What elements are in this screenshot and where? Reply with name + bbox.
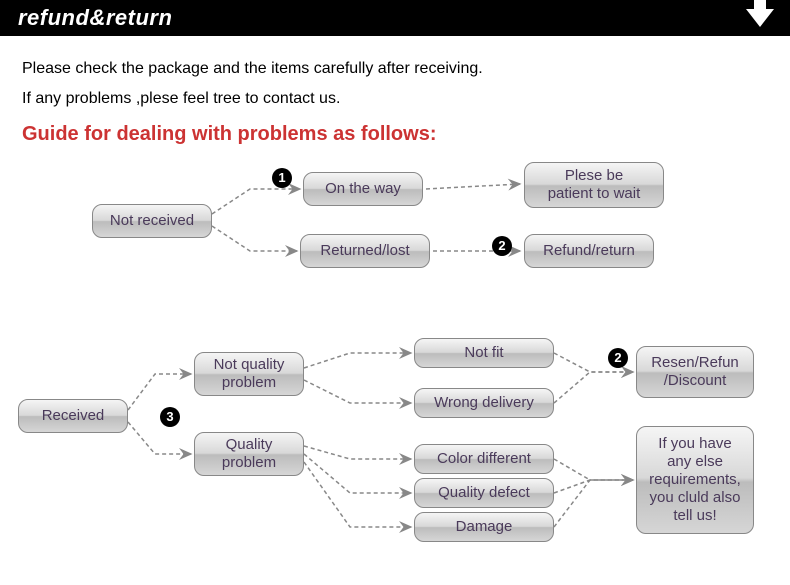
connector xyxy=(128,374,191,410)
connector xyxy=(554,459,633,480)
node-q_problem: Quality problem xyxy=(194,432,304,476)
node-received: Received xyxy=(18,399,128,433)
node-color_diff: Color different xyxy=(414,444,554,474)
connector xyxy=(304,454,411,493)
badge-3: 3 xyxy=(160,407,180,427)
connector xyxy=(212,189,300,214)
connector xyxy=(554,372,633,403)
connector xyxy=(304,353,411,368)
connector xyxy=(304,446,411,459)
node-not_q_problem: Not quality problem xyxy=(194,352,304,396)
node-resend_refund: Resen/Refun /Discount xyxy=(636,346,754,398)
node-returned_lost: Returned/lost xyxy=(300,234,430,268)
node-please_wait: Plese be patient to wait xyxy=(524,162,664,208)
connector xyxy=(554,480,633,493)
intro-line-2: If any problems ,plese feel tree to cont… xyxy=(22,84,768,114)
header-bar: refund&return xyxy=(0,0,790,36)
connector xyxy=(304,380,411,403)
badge-2: 2 xyxy=(492,236,512,256)
badge-1: 1 xyxy=(272,168,292,188)
node-not_fit: Not fit xyxy=(414,338,554,368)
intro-line-1: Please check the package and the items c… xyxy=(22,54,768,84)
connector xyxy=(554,480,633,527)
node-quality_defect: Quality defect xyxy=(414,478,554,508)
connector xyxy=(128,422,191,454)
connector xyxy=(212,226,297,251)
intro-text: Please check the package and the items c… xyxy=(0,36,790,123)
connector xyxy=(304,462,411,527)
node-tell_us: If you have any else requirements, you c… xyxy=(636,426,754,534)
flowchart-container: Not received On the way Plese be patient t… xyxy=(0,154,790,574)
node-wrong_delivery: Wrong delivery xyxy=(414,388,554,418)
down-arrow-icon xyxy=(746,9,774,27)
node-not_received: Not received xyxy=(92,204,212,238)
connector xyxy=(426,184,520,189)
guide-title: Guide for dealing with problems as follo… xyxy=(0,123,790,154)
node-damage: Damage xyxy=(414,512,554,542)
header-title: refund&return xyxy=(18,5,172,31)
badge-2: 2 xyxy=(608,348,628,368)
node-on_the_way: On the way xyxy=(303,172,423,206)
node-refund_return: Refund/return xyxy=(524,234,654,268)
